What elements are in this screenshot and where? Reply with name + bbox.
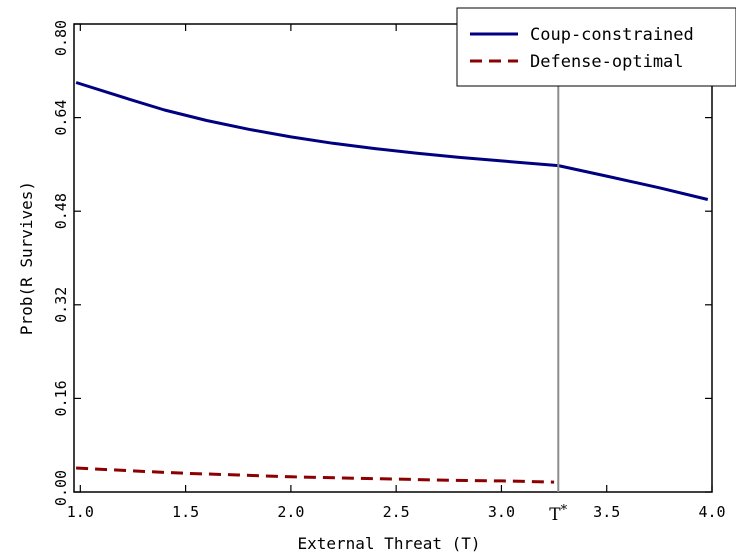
x-tick-label: 4.0 xyxy=(698,503,725,521)
series-line-coup-constrained xyxy=(75,81,709,201)
axis-ticks: 1.0 1.5 2.0 2.5 3.0 3.5 4.0 0.00 0.16 0.32 0.48 0.6… xyxy=(52,20,726,521)
legend: Coup-constrained Defense-optimal xyxy=(456,7,736,87)
x-axis-title: External Threat (T) xyxy=(297,534,480,553)
y-tick-label: 0.80 xyxy=(52,20,70,56)
x-tick-label: 1.5 xyxy=(172,503,199,521)
x-tick-label: 2.5 xyxy=(383,503,410,521)
y-axis-title: Prob(R Survives) xyxy=(17,181,36,335)
threshold-label: T* xyxy=(549,503,567,525)
x-tick-label: 3.0 xyxy=(488,503,515,521)
legend-label-defense-optimal: Defense-optimal xyxy=(530,52,684,72)
series-layer xyxy=(75,81,709,484)
y-tick-label: 0.48 xyxy=(52,193,70,229)
threshold-label-text: T xyxy=(549,505,561,525)
legend-box xyxy=(456,7,736,87)
x-tick-label: 1.0 xyxy=(67,503,94,521)
y-tick-label: 0.32 xyxy=(52,287,70,323)
x-tick-label: 3.5 xyxy=(593,503,620,521)
threshold-label-sup: * xyxy=(561,503,568,518)
plot-area xyxy=(73,23,713,493)
series-line-defense-optimal xyxy=(76,466,555,484)
y-tick-label: 0.00 xyxy=(52,470,70,506)
x-tick-label: 2.0 xyxy=(277,503,304,521)
y-tick-label: 0.16 xyxy=(52,380,70,416)
legend-label-coup-constrained: Coup-constrained xyxy=(530,25,694,45)
y-tick-label: 0.64 xyxy=(52,100,70,136)
